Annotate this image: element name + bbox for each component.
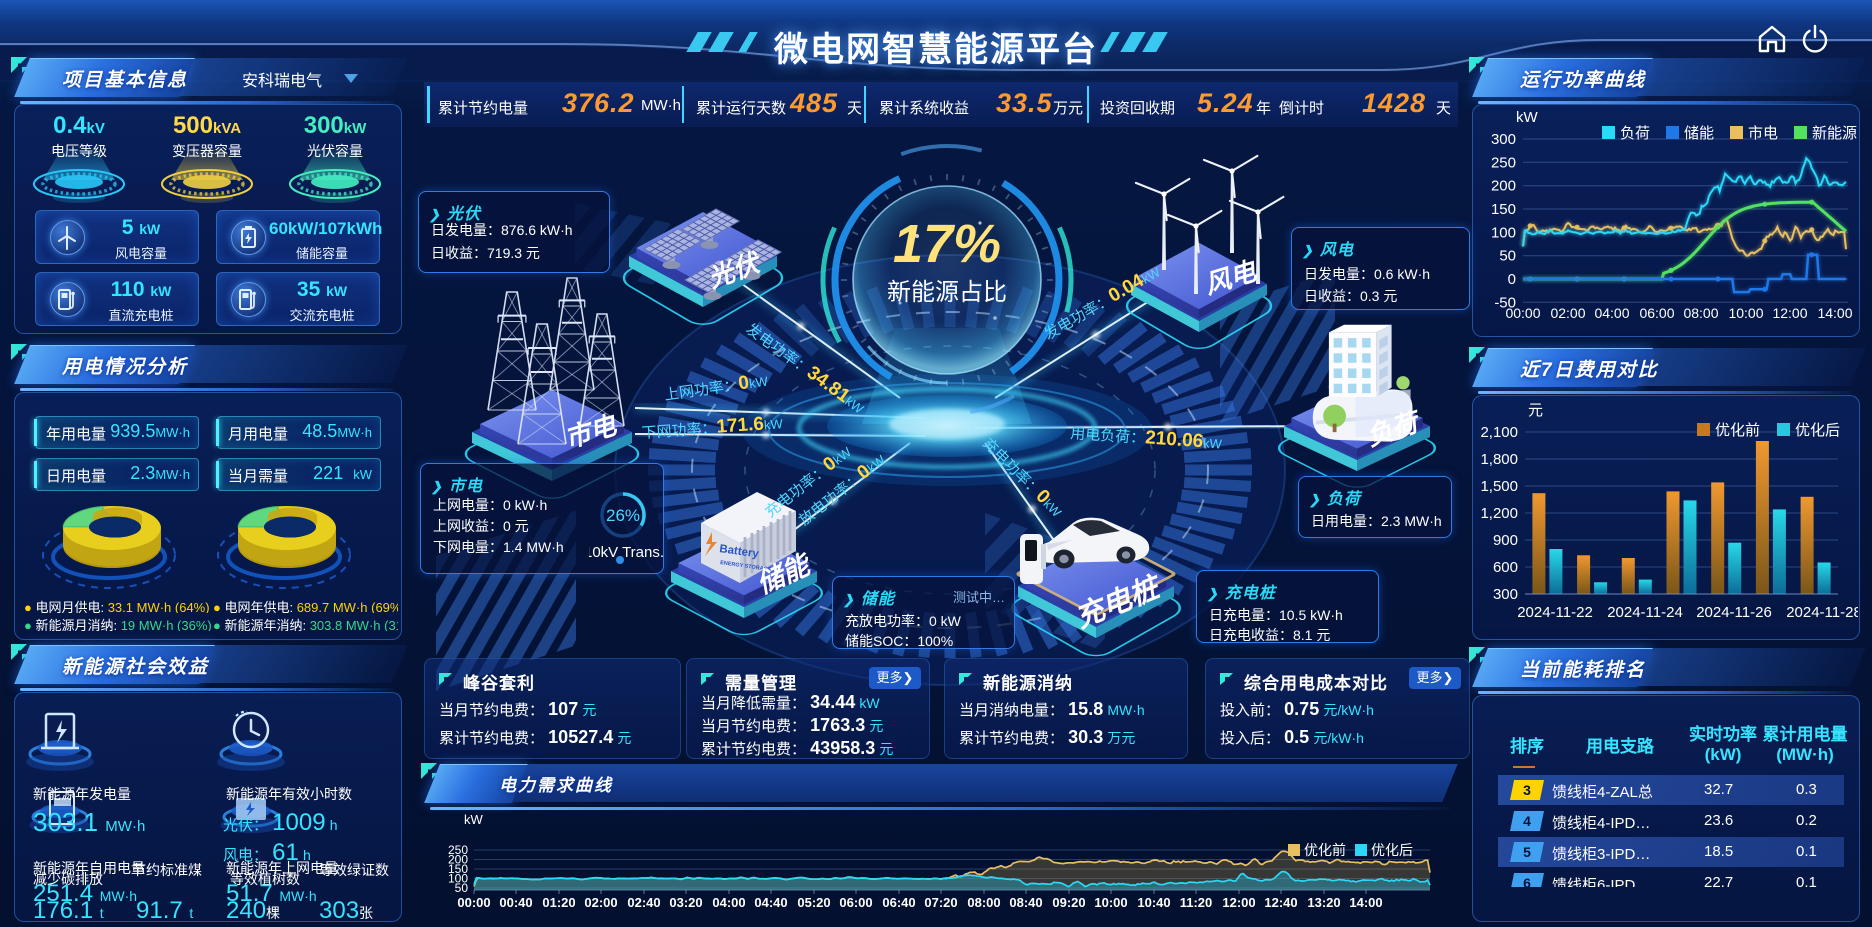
svg-text:11:20: 11:20 (1180, 895, 1213, 910)
svg-text:03:20: 03:20 (669, 895, 702, 910)
svg-text:01:20: 01:20 (542, 895, 575, 910)
svg-text:-50: -50 (1494, 294, 1516, 311)
svg-text:300: 300 (1493, 586, 1518, 603)
svg-text:150: 150 (448, 862, 468, 876)
svg-text:元: 元 (1528, 402, 1543, 419)
svg-text:kW: kW (1516, 109, 1539, 126)
svg-text:00:40: 00:40 (499, 895, 532, 910)
svg-text:2,100: 2,100 (1480, 424, 1518, 441)
svg-text:250: 250 (1491, 154, 1516, 171)
svg-text:06:40: 06:40 (882, 895, 915, 910)
svg-text:新能源: 新能源 (1812, 125, 1857, 142)
svg-text:优化前: 优化前 (1715, 422, 1760, 439)
svg-text:市电: 市电 (1748, 125, 1778, 142)
svg-text:0: 0 (1508, 271, 1516, 288)
svg-text:100: 100 (448, 872, 468, 886)
svg-text:200: 200 (1491, 178, 1516, 195)
svg-text:900: 900 (1493, 532, 1518, 549)
svg-text:10:00: 10:00 (1728, 305, 1763, 321)
svg-text:08:40: 08:40 (1009, 895, 1042, 910)
svg-text:17%: 17% (893, 214, 1001, 274)
svg-text:00:00: 00:00 (1505, 305, 1540, 321)
svg-text:优化后: 优化后 (1371, 842, 1413, 858)
svg-text:优化后: 优化后 (1795, 422, 1840, 439)
svg-text:2024-11-24: 2024-11-24 (1607, 604, 1683, 621)
svg-text:50: 50 (1499, 248, 1516, 265)
svg-text:13:20: 13:20 (1307, 895, 1340, 910)
svg-text:10:00: 10:00 (1094, 895, 1127, 910)
svg-text:10kV Trans.: 10kV Trans. (589, 544, 663, 561)
svg-text:200: 200 (448, 853, 468, 867)
svg-text:新能源占比: 新能源占比 (887, 279, 1007, 306)
svg-text:kW: kW (464, 812, 484, 827)
svg-text:300: 300 (1491, 131, 1516, 148)
svg-text:1,200: 1,200 (1480, 505, 1518, 522)
svg-text:06:00: 06:00 (839, 895, 872, 910)
svg-text:02:40: 02:40 (627, 895, 660, 910)
svg-text:07:20: 07:20 (924, 895, 957, 910)
svg-text:Battery: Battery (719, 543, 761, 560)
svg-text:负荷: 负荷 (1620, 125, 1650, 142)
svg-text:2024-11-22: 2024-11-22 (1517, 604, 1593, 621)
svg-text:08:00: 08:00 (967, 895, 1000, 910)
svg-text:12:00: 12:00 (1222, 895, 1255, 910)
svg-text:150: 150 (1491, 201, 1516, 218)
svg-text:12:00: 12:00 (1772, 305, 1807, 321)
svg-text:优化前: 优化前 (1304, 842, 1346, 858)
svg-text:1,500: 1,500 (1480, 478, 1518, 495)
svg-text:02:00: 02:00 (1550, 305, 1585, 321)
svg-text:08:00: 08:00 (1683, 305, 1718, 321)
svg-text:14:00: 14:00 (1817, 305, 1852, 321)
svg-text:09:20: 09:20 (1052, 895, 1085, 910)
svg-text:04:00: 04:00 (712, 895, 745, 910)
svg-text:储能: 储能 (1684, 125, 1714, 142)
svg-text:250: 250 (448, 843, 468, 857)
svg-text:26%: 26% (606, 506, 640, 525)
svg-text:04:40: 04:40 (754, 895, 787, 910)
svg-text:04:00: 04:00 (1594, 305, 1629, 321)
svg-text:50: 50 (455, 881, 469, 895)
svg-text:2024-11-28: 2024-11-28 (1786, 604, 1858, 621)
svg-text:05:20: 05:20 (797, 895, 830, 910)
svg-text:02:00: 02:00 (584, 895, 617, 910)
svg-text:1,800: 1,800 (1480, 451, 1518, 468)
svg-text:100: 100 (1491, 224, 1516, 241)
svg-text:14:00: 14:00 (1349, 895, 1382, 910)
svg-text:10:40: 10:40 (1137, 895, 1170, 910)
svg-text:600: 600 (1493, 559, 1518, 576)
svg-text:06:00: 06:00 (1639, 305, 1674, 321)
svg-text:2024-11-26: 2024-11-26 (1696, 604, 1772, 621)
svg-text:00:00: 00:00 (457, 895, 490, 910)
svg-text:12:40: 12:40 (1264, 895, 1297, 910)
